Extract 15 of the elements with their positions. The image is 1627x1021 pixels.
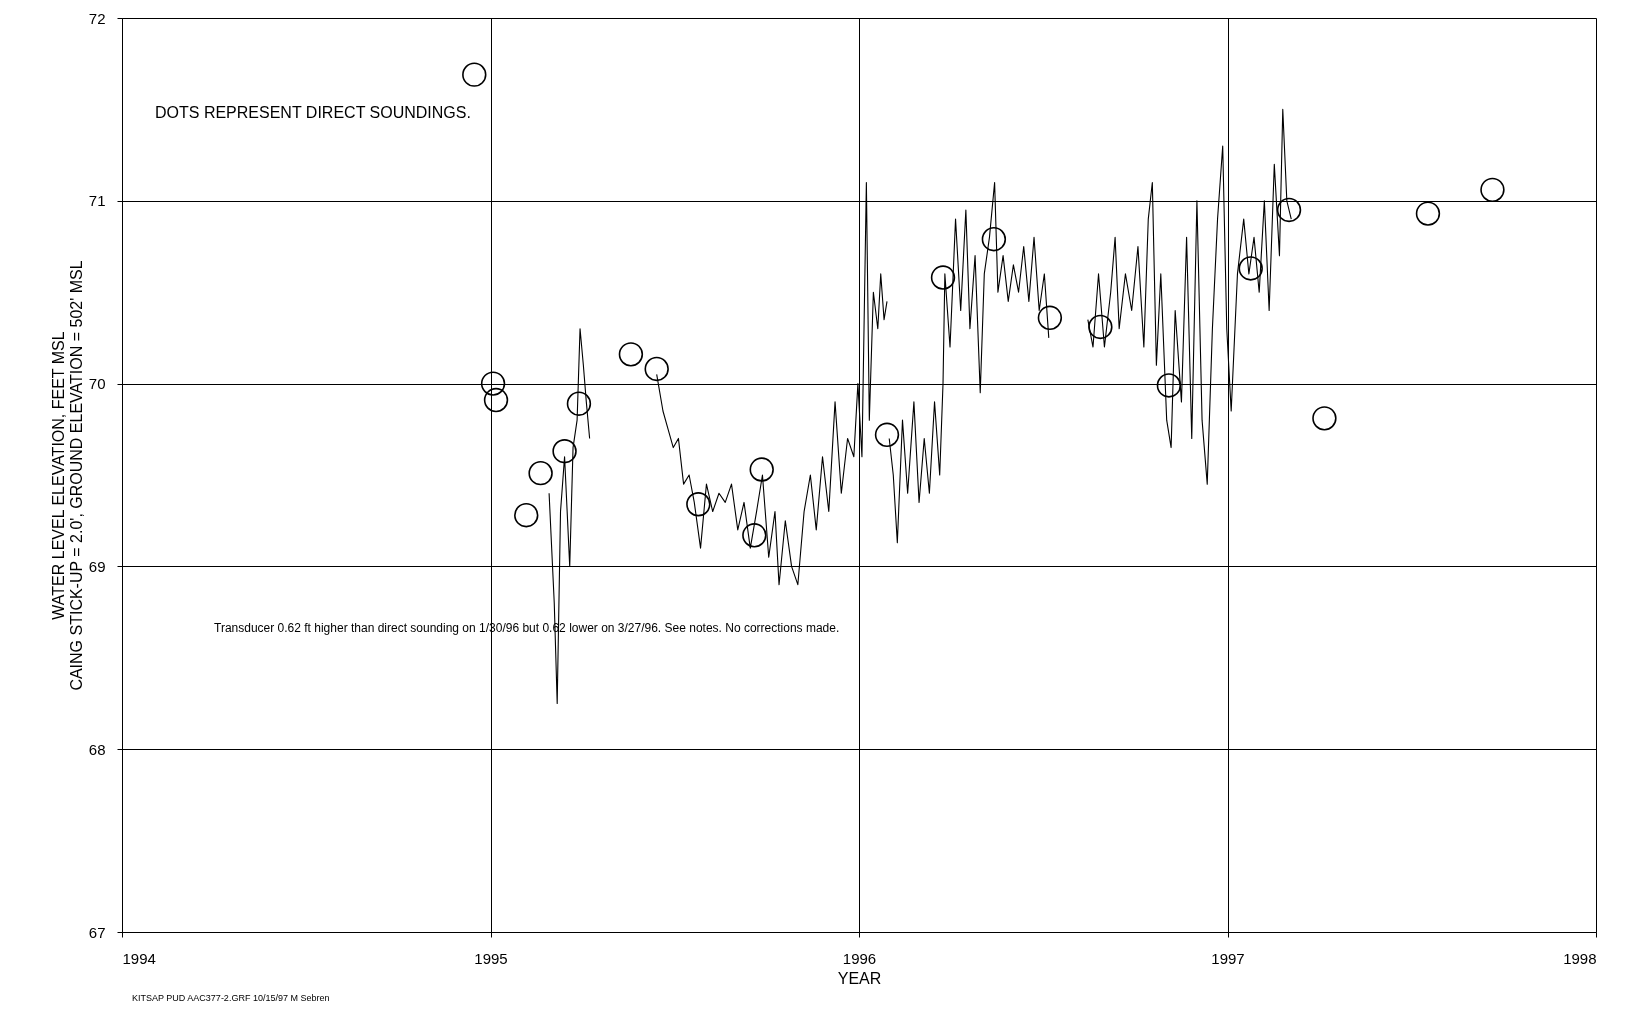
annotation: DOTS REPRESENT DIRECT SOUNDINGS.	[155, 104, 471, 121]
y-tick-label: 72	[88, 9, 106, 27]
y-tick-label: 67	[88, 923, 106, 941]
y-tick-label: 69	[88, 557, 106, 575]
x-axis-title: YEAR	[837, 969, 882, 987]
x-tick-label: 1995	[474, 949, 508, 967]
x-tick-label: 1997	[1211, 949, 1245, 967]
y-tick-label: 68	[88, 740, 106, 758]
y-axis-title: WATER LEVEL ELEVATION, FEET MSL CAING STICK-UP = 2.0', GROUND ELEVATION = 502' MSL	[49, 260, 85, 691]
x-tick-label: 1996	[842, 949, 877, 967]
y-tick-label: 70	[88, 375, 106, 393]
text: KITSAP PUD AAC377-2.GRF 10/15/97 M Sebren	[132, 993, 330, 1003]
x-tick-label: 1994	[122, 949, 156, 967]
x-tick-label: 1998	[1563, 949, 1597, 967]
y-tick-label: 71	[88, 192, 106, 210]
